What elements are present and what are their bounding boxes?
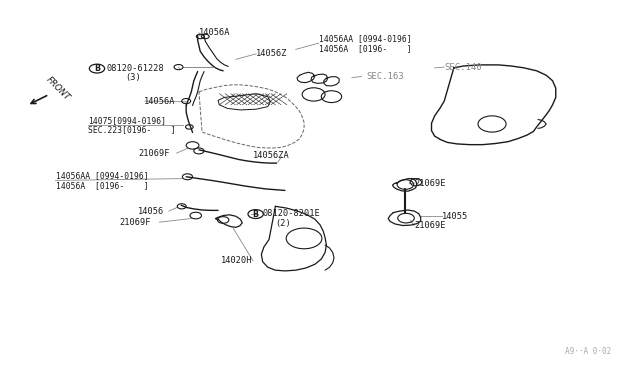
Text: 14056AA [0994-0196]: 14056AA [0994-0196] xyxy=(56,171,148,180)
Text: B: B xyxy=(94,64,100,73)
Text: 14055: 14055 xyxy=(442,212,468,221)
Polygon shape xyxy=(218,94,270,110)
Text: 14056A: 14056A xyxy=(143,97,175,106)
Text: 08120-8201E: 08120-8201E xyxy=(262,209,321,218)
Text: 21069F: 21069F xyxy=(138,149,170,158)
Text: 14056ZA: 14056ZA xyxy=(252,151,289,160)
Text: 14020H: 14020H xyxy=(221,256,253,266)
Text: SEC.163: SEC.163 xyxy=(366,72,403,81)
Text: 21069E: 21069E xyxy=(414,221,446,230)
Text: 08120-61228: 08120-61228 xyxy=(106,64,164,73)
Text: 14056: 14056 xyxy=(138,206,164,216)
Text: B: B xyxy=(253,209,259,219)
Text: 14056AA [0994-0196]: 14056AA [0994-0196] xyxy=(319,34,412,43)
Text: 21069E: 21069E xyxy=(414,179,446,187)
Text: 14075[0994-0196]: 14075[0994-0196] xyxy=(88,116,166,125)
Text: 21069F: 21069F xyxy=(119,218,151,227)
Text: 14056Z: 14056Z xyxy=(256,49,288,58)
Text: 14056A: 14056A xyxy=(199,28,230,37)
Text: (3): (3) xyxy=(125,73,141,82)
Text: FRONT: FRONT xyxy=(44,75,71,103)
Text: SEC.223[0196-    ]: SEC.223[0196- ] xyxy=(88,125,176,134)
Text: 14056A  [0196-    ]: 14056A [0196- ] xyxy=(319,44,412,53)
Text: SEC.140: SEC.140 xyxy=(444,62,482,72)
Text: (2): (2) xyxy=(275,219,291,228)
Text: 14056A  [0196-    ]: 14056A [0196- ] xyxy=(56,181,148,190)
Text: A9··A 0·02: A9··A 0·02 xyxy=(564,347,611,356)
